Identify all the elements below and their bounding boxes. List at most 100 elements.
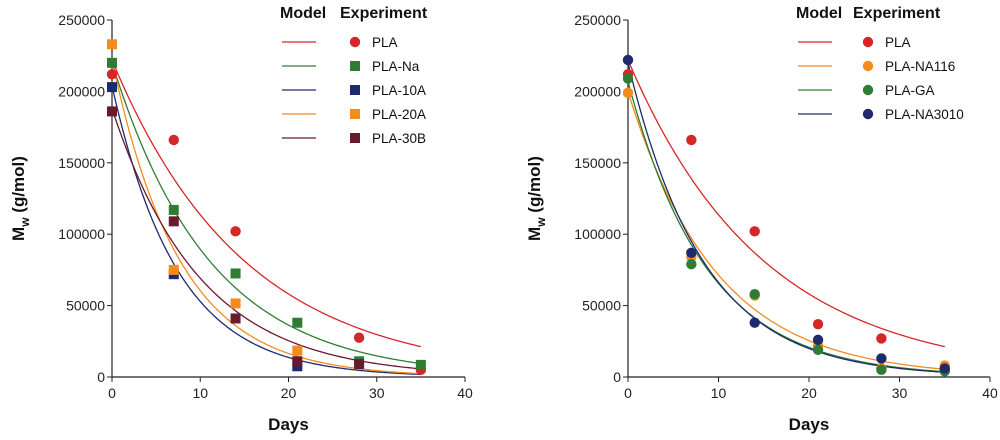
- y-tick-label: 250000: [574, 12, 621, 28]
- x-tick-label: 20: [801, 385, 817, 401]
- model-curve-pla-30b: [111, 108, 421, 370]
- model-curve-pla-na: [111, 62, 421, 365]
- y-tick-label: 0: [613, 369, 621, 385]
- legend: Model Experiment PLA PLA-Na PLA-10A PLA-20A PL…: [280, 5, 428, 146]
- x-axis-title: Days: [789, 415, 830, 434]
- y-axis-title: Mw (g/mol): [525, 156, 548, 241]
- legend-label-pla-na116: PLA-NA116: [885, 59, 955, 74]
- data-point-pla-20a: [230, 298, 241, 309]
- legend-label-pla: PLA: [372, 35, 398, 50]
- legend-marker-pla-na: [350, 61, 360, 71]
- data-point-pla: [876, 333, 887, 344]
- y-tick-label: 200000: [58, 83, 105, 99]
- data-point-pla-ga: [876, 364, 887, 376]
- legend-label-pla: PLA: [885, 35, 911, 50]
- legend-marker-pla: [349, 36, 361, 48]
- x-tick-label: 0: [624, 385, 632, 401]
- y-axis-title-main: M: [9, 227, 28, 241]
- legend-label-pla-10a: PLA-10A: [372, 83, 426, 98]
- legend-label-pla-na3010: PLA-NA3010: [885, 107, 964, 122]
- data-point-pla-na3010: [749, 317, 760, 328]
- x-tick-label: 40: [457, 385, 473, 401]
- data-point-pla-na3010: [622, 54, 634, 66]
- y-tick-label: 150000: [58, 155, 105, 171]
- data-point-pla-30b: [168, 216, 179, 227]
- legend-model-header: Model: [796, 5, 842, 22]
- data-point-pla-10a: [107, 82, 117, 93]
- data-point-pla-30b: [292, 356, 303, 367]
- legend-marker-pla: [862, 36, 874, 48]
- y-tick-label: 50000: [66, 298, 105, 314]
- chart-left: 0 10 20 30 40 0 50000 100000 150000 200000 250000 D…: [9, 5, 473, 434]
- legend-experiment-header: Experiment: [853, 5, 941, 22]
- y-tick-label: 50000: [582, 298, 621, 314]
- legend-marker-pla-20a: [350, 109, 360, 119]
- y-tick-label: 200000: [574, 83, 621, 99]
- legend-marker-pla-ga: [862, 84, 874, 96]
- y-axis-title-main: M: [525, 227, 544, 241]
- data-point-pla-30b: [354, 359, 365, 370]
- model-curve-pla: [627, 59, 945, 348]
- y-axis-title: Mw (g/mol): [9, 156, 32, 241]
- legend-marker-pla-30b: [350, 133, 360, 143]
- data-point-pla-30b: [230, 313, 241, 324]
- y-axis-title-unit: (g/mol): [9, 156, 28, 217]
- x-tick-label: 0: [108, 385, 116, 401]
- data-point-pla-na3010: [812, 334, 824, 346]
- model-curve-pla-ga: [627, 81, 945, 373]
- legend-label-pla-ga: PLA-GA: [885, 83, 935, 98]
- x-tick-label: 30: [892, 385, 908, 401]
- legend-label-pla-30b: PLA-30B: [372, 131, 426, 146]
- data-point-pla-20a: [292, 345, 303, 356]
- x-tick-label: 30: [369, 385, 385, 401]
- legend-marker-pla-na3010: [862, 108, 874, 120]
- y-axis-title-subscript: w: [534, 217, 548, 228]
- model-curve-pla-na116: [627, 91, 945, 370]
- x-axis-title: Days: [268, 415, 309, 434]
- data-point-pla: [106, 69, 118, 80]
- legend-model-header: Model: [280, 5, 326, 22]
- x-tick-label: 10: [192, 385, 208, 401]
- data-point-pla: [686, 134, 697, 146]
- data-point-pla-na: [292, 317, 303, 328]
- x-tick-label: 40: [982, 385, 998, 401]
- data-point-pla-ga: [686, 258, 697, 270]
- data-point-pla-na3010: [939, 363, 950, 374]
- data-point-pla-ga: [622, 73, 634, 84]
- model-curve-pla: [111, 59, 422, 348]
- data-point-pla-na: [168, 204, 179, 215]
- data-point-pla-na3010: [686, 247, 697, 258]
- data-point-pla-na: [415, 359, 426, 370]
- y-tick-label: 150000: [574, 155, 621, 171]
- model-curve-pla-20a: [111, 59, 421, 375]
- model-curve-pla-na3010: [627, 62, 945, 373]
- legend-label-pla-20a: PLA-20A: [372, 107, 426, 122]
- legend: Model Experiment PLA PLA-NA116 PLA-GA PLA-NA3…: [796, 5, 964, 122]
- y-axis-title-unit: (g/mol): [525, 156, 544, 217]
- data-point-pla-20a: [168, 264, 179, 275]
- data-point-pla-30b: [107, 106, 117, 117]
- x-tick-label: 20: [281, 385, 297, 401]
- y-tick-label: 250000: [58, 12, 105, 28]
- x-tick-label: 10: [711, 385, 727, 401]
- legend-marker-pla-10a: [350, 85, 360, 95]
- legend-marker-pla-na116: [862, 60, 874, 72]
- data-point-pla-na: [107, 57, 117, 68]
- data-point-pla-ga: [749, 288, 760, 300]
- data-point-pla-na116: [622, 87, 634, 99]
- data-point-pla: [168, 134, 179, 146]
- data-point-pla-20a: [107, 39, 117, 50]
- data-point-pla-na: [230, 268, 241, 279]
- data-point-pla: [749, 226, 760, 237]
- data-point-pla-na3010: [876, 353, 887, 364]
- y-tick-label: 100000: [58, 226, 105, 242]
- y-axis-title-subscript: w: [18, 217, 32, 228]
- data-point-pla-ga: [812, 344, 824, 356]
- legend-experiment-header: Experiment: [340, 5, 428, 22]
- data-point-pla: [230, 226, 241, 237]
- data-point-pla: [353, 332, 365, 343]
- y-tick-label: 100000: [574, 226, 621, 242]
- model-curve-pla-10a: [111, 85, 421, 376]
- y-tick-label: 0: [97, 369, 105, 385]
- data-point-pla: [812, 318, 824, 330]
